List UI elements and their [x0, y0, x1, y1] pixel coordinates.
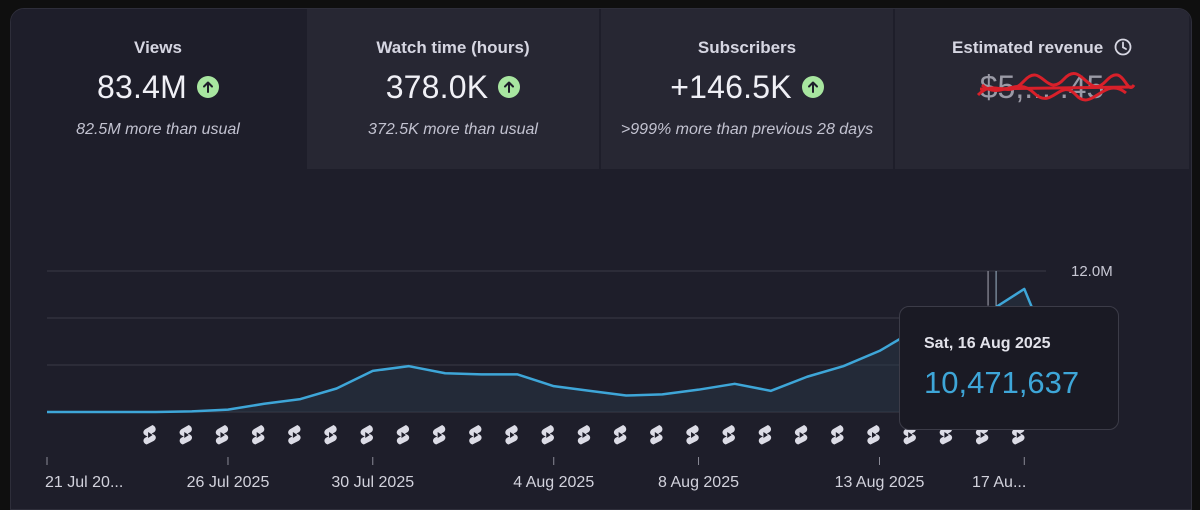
shorts-icon[interactable] — [360, 425, 374, 445]
shorts-icon[interactable] — [686, 425, 699, 445]
shorts-icon[interactable] — [650, 425, 663, 445]
trend-up-icon — [196, 76, 219, 98]
shorts-icon[interactable] — [577, 425, 591, 445]
shorts-icon[interactable] — [143, 425, 156, 445]
shorts-icon[interactable] — [722, 425, 735, 445]
metric-comparison: 82.5M more than usual — [76, 121, 240, 138]
metric-tab-subscribers[interactable]: Subscribers +146.5K >999% more than prev… — [599, 9, 893, 169]
shorts-icon[interactable] — [179, 425, 193, 445]
metric-tab-watch-time[interactable]: Watch time (hours) 378.0K 372.5K more th… — [305, 9, 599, 169]
metric-tab-views[interactable]: Views 83.4M 82.5M more than usual — [11, 9, 305, 169]
trend-up-icon — [498, 76, 521, 98]
metric-title: Watch time (hours) — [376, 38, 530, 57]
x-tick-label: 8 Aug 2025 — [658, 474, 739, 491]
area-fill — [47, 288, 1046, 412]
views-line — [47, 287, 1048, 414]
shorts-icon[interactable] — [758, 425, 772, 445]
x-tick-label: 21 Jul 20... — [45, 474, 123, 491]
metric-title: Subscribers — [697, 38, 797, 57]
metric-value: +146.5K — [670, 68, 792, 105]
metric-title-row: Estimated revenue — [895, 38, 1189, 61]
shorts-icon[interactable] — [867, 425, 880, 445]
tooltip-value: 10,471,637 — [924, 365, 1080, 400]
x-tick-label: 17 Au... — [972, 474, 1026, 491]
x-tick-label: 4 Aug 2025 — [513, 474, 594, 491]
shorts-icon[interactable] — [251, 425, 265, 445]
shorts-icon[interactable] — [288, 425, 301, 445]
x-tick-label: 30 Jul 2025 — [331, 474, 414, 491]
shorts-icon[interactable] — [505, 425, 518, 445]
metric-value: 83.4M — [97, 68, 187, 105]
x-tick-label: 13 Aug 2025 — [835, 474, 925, 491]
metric-comparison: 372.5K more than usual — [368, 121, 538, 138]
metric-value: 378.0K — [385, 68, 489, 105]
shorts-icon[interactable] — [613, 425, 627, 445]
tooltip-date: Sat, 16 Aug 2025 — [924, 335, 1051, 352]
trend-up-icon — [801, 76, 824, 98]
metric-title: Views — [134, 38, 182, 57]
chart-tooltip: Sat, 16 Aug 2025 10,471,637 — [899, 306, 1119, 430]
shorts-icon[interactable] — [469, 425, 482, 445]
shorts-icon[interactable] — [794, 425, 808, 445]
shorts-icon[interactable] — [432, 425, 446, 445]
shorts-icon[interactable] — [215, 425, 229, 445]
redaction-scribble — [976, 71, 1135, 101]
clock-icon[interactable] — [1114, 38, 1132, 61]
metric-tab-estimated-revenue[interactable]: Estimated revenue $5,... .45 — [893, 9, 1189, 169]
metric-title: Estimated revenue — [952, 38, 1104, 57]
shorts-icon[interactable] — [541, 425, 554, 445]
metric-tabs: Views 83.4M 82.5M more than usual Watch … — [11, 9, 1191, 169]
shorts-icon[interactable] — [396, 425, 410, 445]
y-tick-label: 12.0M — [1071, 263, 1113, 280]
x-tick-label: 26 Jul 2025 — [187, 474, 270, 491]
analytics-panel: Views 83.4M 82.5M more than usual Watch … — [10, 8, 1192, 510]
metric-comparison: >999% more than previous 28 days — [620, 121, 874, 138]
redacted-revenue-value: $5,... .45 — [976, 69, 1135, 106]
shorts-icon[interactable] — [831, 425, 844, 445]
shorts-icon[interactable] — [324, 425, 337, 445]
